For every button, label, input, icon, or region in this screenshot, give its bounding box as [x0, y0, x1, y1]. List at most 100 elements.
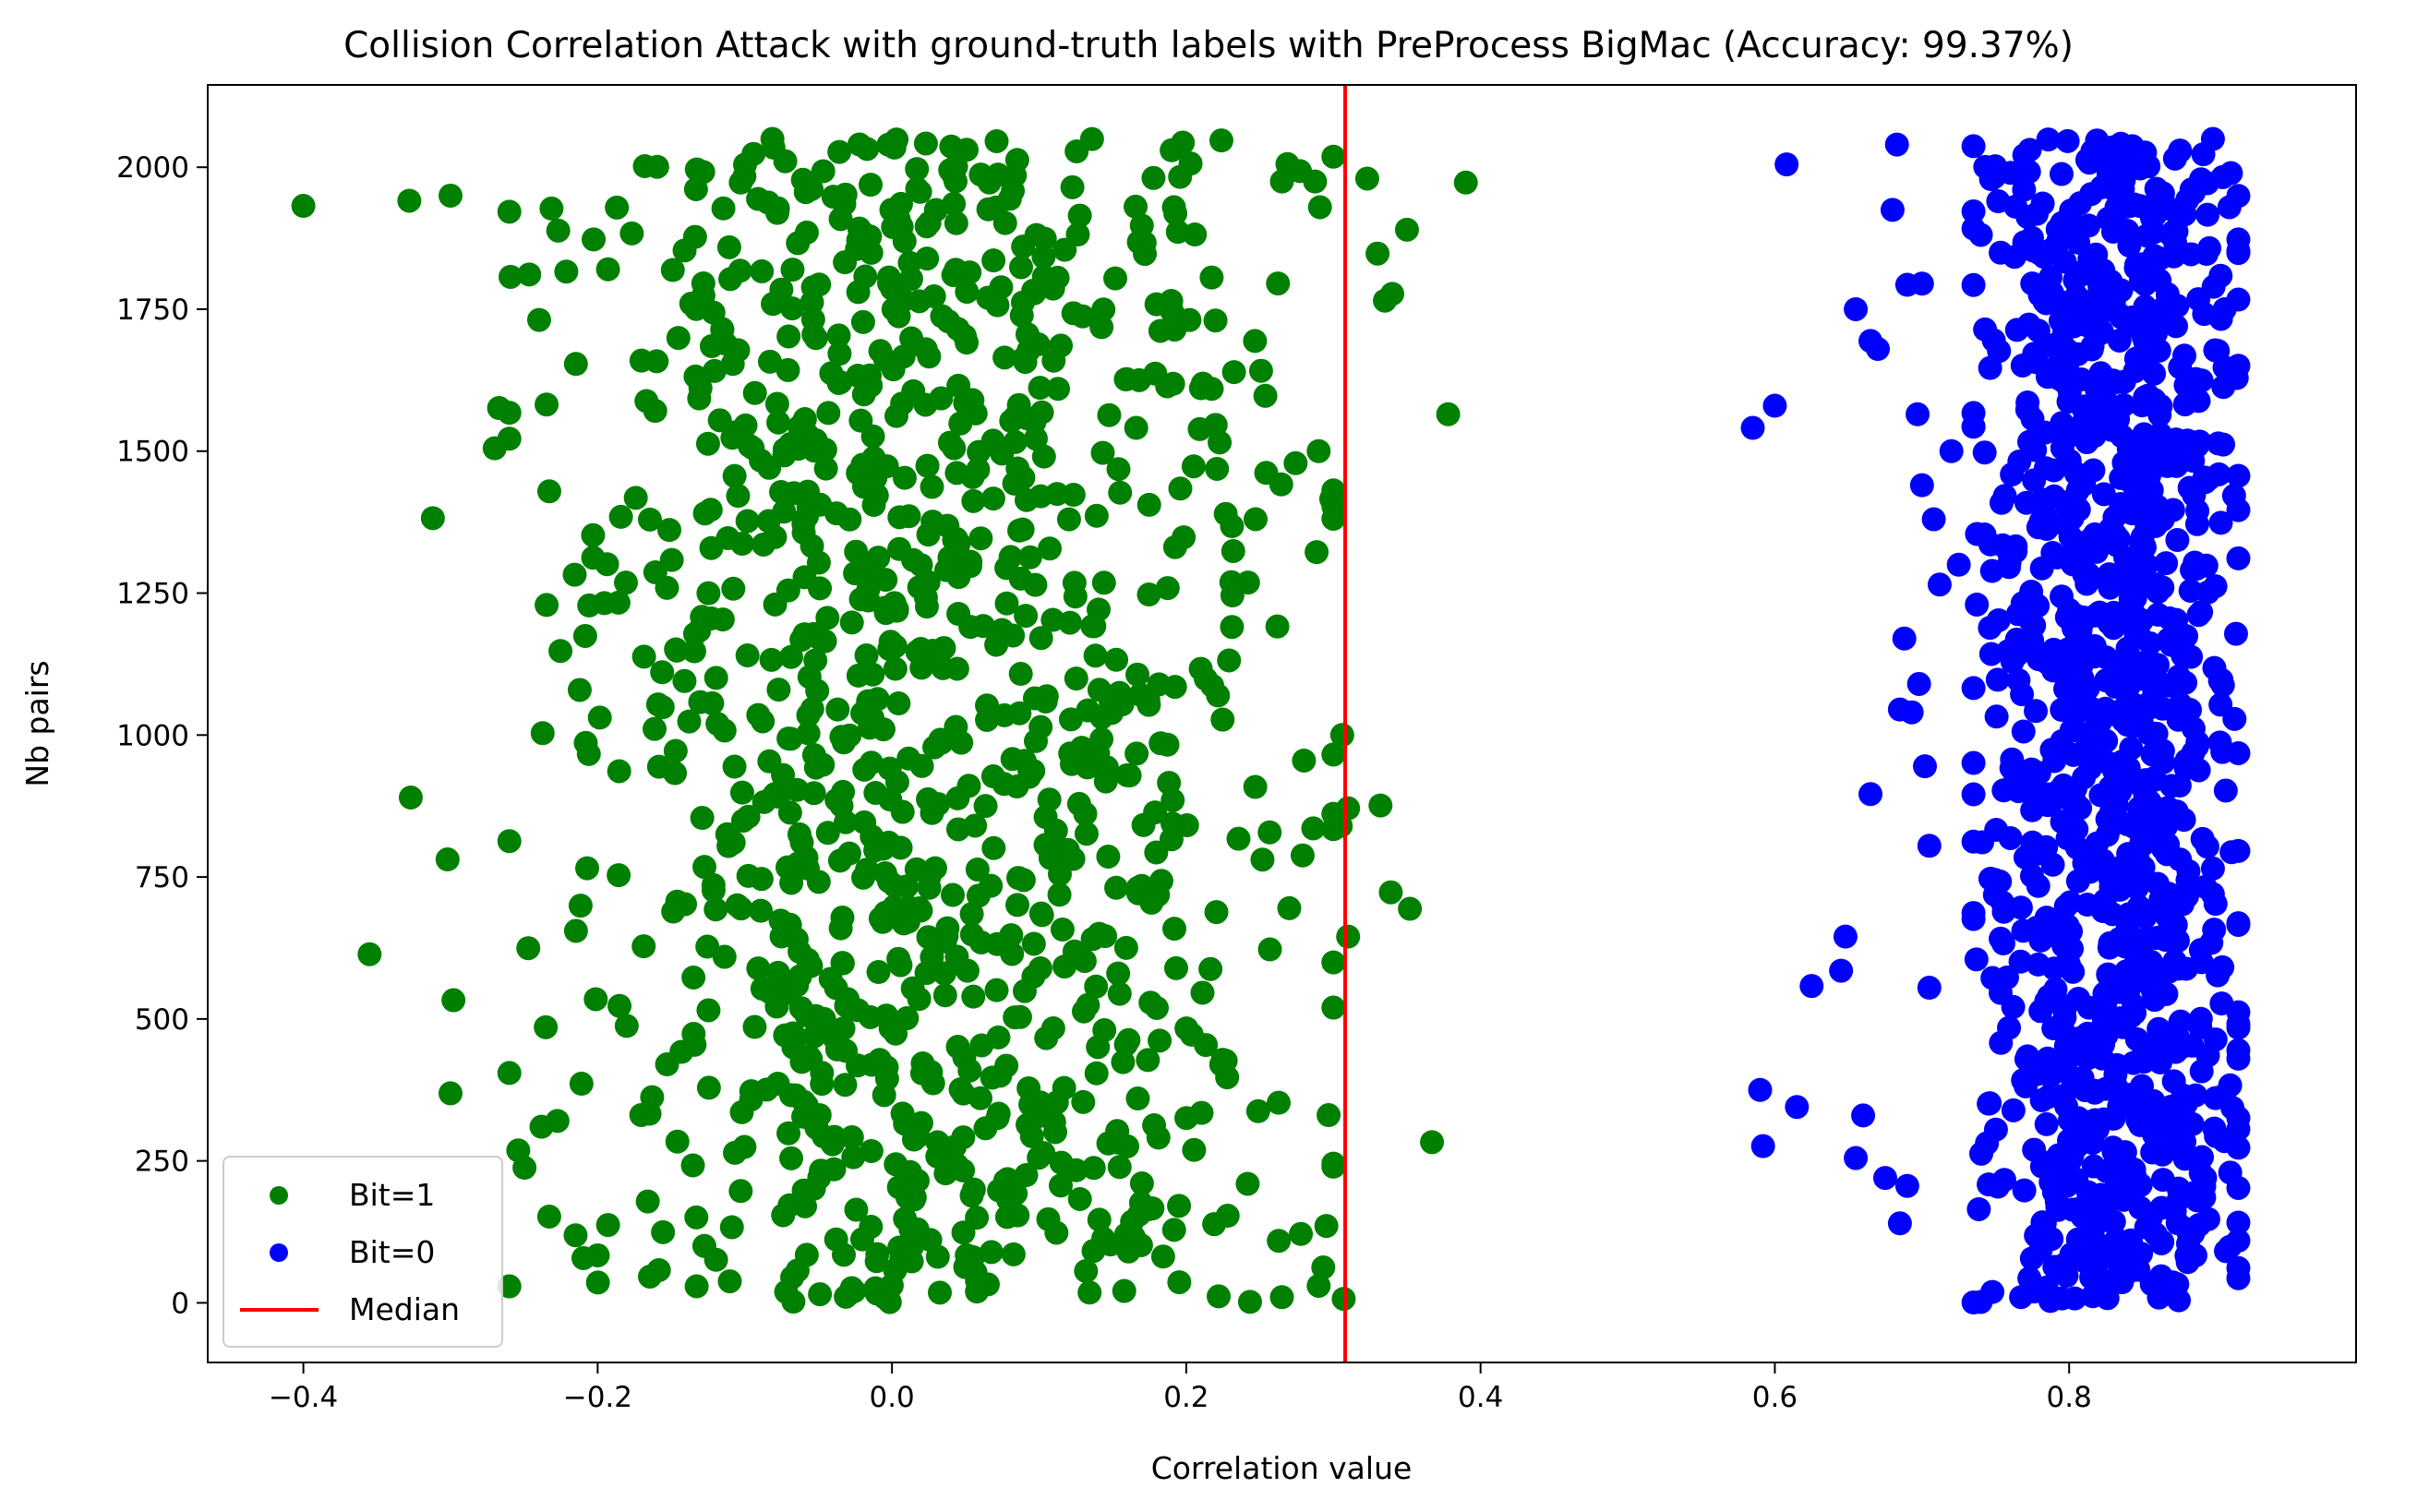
data-point: [1092, 1018, 1117, 1043]
data-point: [2010, 682, 2035, 707]
data-point: [1292, 748, 1317, 773]
data-point: [944, 461, 969, 486]
data-point: [992, 210, 1017, 235]
data-point: [563, 352, 588, 377]
data-point: [2011, 918, 2036, 943]
series-bit-1: [291, 126, 1478, 1314]
data-point: [1265, 614, 1290, 639]
data-point: [866, 546, 891, 570]
data-point: [1306, 438, 1331, 463]
data-point: [1174, 1106, 1199, 1131]
data-point: [1221, 538, 1245, 563]
data-point: [2226, 740, 2251, 765]
data-point: [1961, 750, 1986, 775]
data-point: [887, 505, 912, 530]
data-point: [2034, 291, 2059, 316]
data-point: [2020, 271, 2045, 296]
data-point: [632, 154, 657, 179]
data-point: [1028, 484, 1053, 509]
data-point: [837, 507, 862, 532]
data-point: [839, 610, 864, 635]
data-point: [1129, 1171, 1154, 1196]
data-point: [2057, 379, 2082, 404]
data-point: [2195, 202, 2220, 227]
data-point: [750, 977, 775, 1002]
data-point: [1880, 198, 1905, 222]
data-point: [2210, 954, 2235, 979]
data-point: [855, 858, 880, 882]
data-point: [1125, 875, 1150, 900]
data-point: [2187, 1213, 2212, 1238]
data-point: [482, 436, 507, 461]
data-point: [833, 1073, 858, 1098]
data-point: [1200, 673, 1225, 698]
data-point: [1221, 360, 1246, 385]
data-point: [2125, 1108, 2150, 1133]
data-point: [1317, 1103, 1341, 1128]
data-point: [663, 738, 688, 763]
data-point: [1321, 742, 1346, 767]
data-point: [1003, 429, 1028, 454]
data-point: [843, 561, 868, 586]
data-point: [826, 323, 851, 348]
data-point: [595, 257, 620, 282]
data-point: [792, 622, 817, 647]
data-point: [2133, 140, 2158, 165]
data-point: [2061, 552, 2086, 577]
data-point: [2066, 1106, 2091, 1131]
data-point: [1017, 545, 1042, 570]
data-point: [746, 702, 771, 727]
data-point: [2119, 1004, 2144, 1029]
data-point: [1984, 704, 2009, 729]
data-point: [1081, 1156, 1106, 1181]
data-point: [2184, 511, 2209, 536]
data-point: [2208, 263, 2233, 288]
legend-label-median: Median: [349, 1291, 460, 1327]
data-point: [2091, 482, 2116, 507]
data-point: [2200, 856, 2225, 881]
data-point: [833, 182, 858, 207]
data-point: [2079, 182, 2104, 207]
data-point: [2226, 184, 2251, 209]
data-point: [984, 128, 1009, 153]
data-point: [2070, 1205, 2095, 1230]
data-point: [2039, 738, 2064, 762]
data-point: [824, 787, 849, 812]
data-point: [742, 380, 767, 405]
data-point: [497, 829, 522, 854]
data-point: [948, 1077, 973, 1102]
data-point: [739, 1087, 764, 1112]
data-point: [1219, 570, 1244, 594]
data-point: [2098, 517, 2122, 542]
x-tick-label: −0.4: [269, 1381, 338, 1414]
data-point: [722, 754, 747, 779]
data-point: [884, 1152, 908, 1177]
data-point: [2202, 655, 2227, 680]
data-point: [497, 199, 522, 224]
data-point: [1833, 924, 1858, 949]
data-point: [922, 735, 947, 760]
data-point: [2005, 602, 2030, 627]
data-point: [768, 908, 793, 933]
data-point: [2035, 1055, 2060, 1080]
data-point: [2202, 918, 2227, 942]
data-point: [1067, 1186, 1092, 1211]
data-point: [534, 1014, 559, 1039]
data-point: [946, 373, 971, 398]
data-point: [2000, 747, 2025, 772]
data-point: [801, 1024, 826, 1049]
data-point: [1277, 895, 1302, 920]
data-point: [2024, 699, 2049, 724]
data-point: [1047, 861, 1072, 886]
data-point: [2053, 1256, 2078, 1281]
data-point: [614, 1014, 639, 1038]
data-point: [785, 777, 810, 802]
data-point: [2081, 458, 2106, 483]
data-point: [776, 726, 801, 751]
data-point: [1257, 820, 1282, 845]
data-point: [886, 691, 911, 716]
data-point: [1144, 292, 1169, 317]
data-point: [679, 292, 703, 317]
data-point: [1990, 533, 2015, 558]
data-point: [1750, 1134, 1775, 1158]
